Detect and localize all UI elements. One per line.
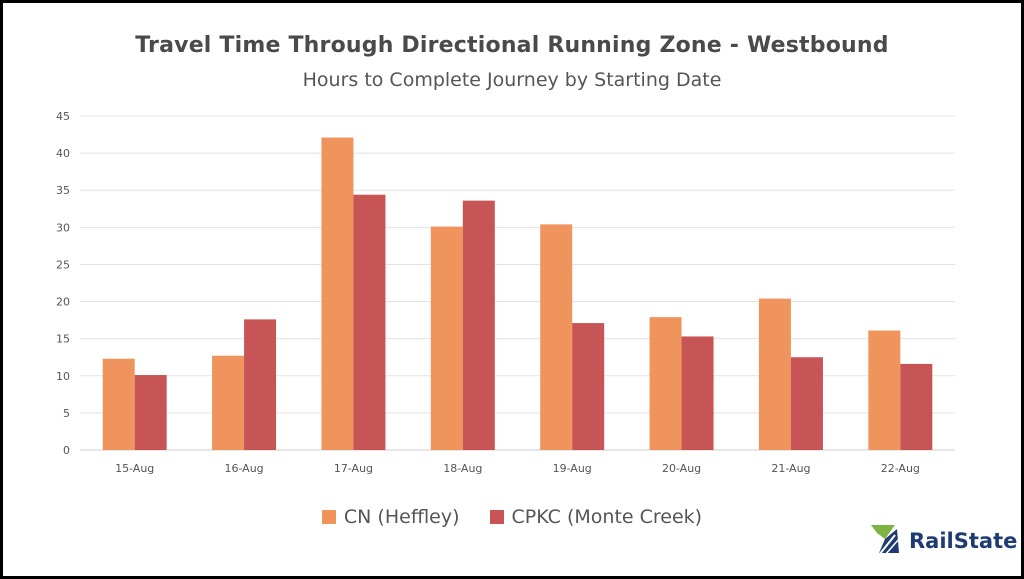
bar-cn — [321, 137, 354, 450]
legend-swatch-cn — [321, 510, 336, 524]
bar-cpkc — [681, 336, 714, 450]
y-tick-label: 45 — [56, 110, 70, 123]
y-tick-label: 35 — [56, 184, 70, 197]
x-tick-label: 15-Aug — [115, 462, 154, 475]
bar-cn — [540, 224, 573, 450]
bar-cn — [212, 355, 245, 450]
bar-cpkc — [790, 357, 823, 450]
bar-cpkc — [244, 319, 277, 450]
bar-cpkc — [353, 194, 386, 450]
legend-label-cpkc: CPKC (Monte Creek) — [511, 506, 703, 528]
x-tick-label: 20-Aug — [662, 462, 701, 475]
bar-chart: 0 5 10 15 20 25 30 35 40 45 15-Aug 16-Aug 17-Aug 18-A… — [56, 110, 955, 475]
chart-frame: Travel Time Through Directional Running … — [3, 3, 1021, 576]
legend-item-cpkc: CPKC (Monte Creek) — [489, 506, 703, 528]
y-tick-label: 15 — [56, 333, 70, 346]
bar-cpkc — [572, 323, 605, 450]
chart-title: Travel Time Through Directional Running … — [135, 33, 889, 58]
chart-subtitle: Hours to Complete Journey by Starting Da… — [302, 69, 722, 91]
logo-text: RailState — [909, 529, 1018, 553]
x-tick-label: 19-Aug — [553, 462, 592, 475]
y-tick-label: 5 — [63, 407, 70, 420]
y-tick-label: 40 — [56, 147, 70, 160]
y-tick-label: 25 — [56, 258, 70, 271]
x-tick-label: 22-Aug — [881, 462, 920, 475]
y-tick-label: 10 — [56, 370, 70, 383]
chart-legend: CN (Heffley) CPKC (Monte Creek) — [3, 506, 1021, 528]
x-tick-label: 21-Aug — [771, 462, 810, 475]
legend-item-cn: CN (Heffley) — [321, 506, 460, 528]
y-tick-label: 0 — [63, 444, 70, 457]
legend-label-cn: CN (Heffley) — [343, 506, 460, 528]
x-tick-label: 17-Aug — [334, 462, 373, 475]
x-tick-label: 18-Aug — [443, 462, 482, 475]
railstate-logo-icon — [865, 521, 903, 561]
bar-cn — [868, 330, 901, 450]
bar-cn — [102, 358, 135, 450]
bar-cn — [758, 298, 791, 450]
bar-cpkc — [462, 200, 495, 450]
x-tick-label: 16-Aug — [224, 462, 263, 475]
y-tick-label: 20 — [56, 296, 70, 309]
legend-swatch-cpkc — [489, 510, 504, 524]
bar-cpkc — [134, 375, 167, 450]
bar-cn — [649, 317, 682, 450]
bar-cn — [430, 226, 463, 450]
railstate-logo: RailState — [865, 521, 1017, 561]
y-tick-label: 30 — [56, 221, 70, 234]
bar-cpkc — [900, 363, 933, 450]
